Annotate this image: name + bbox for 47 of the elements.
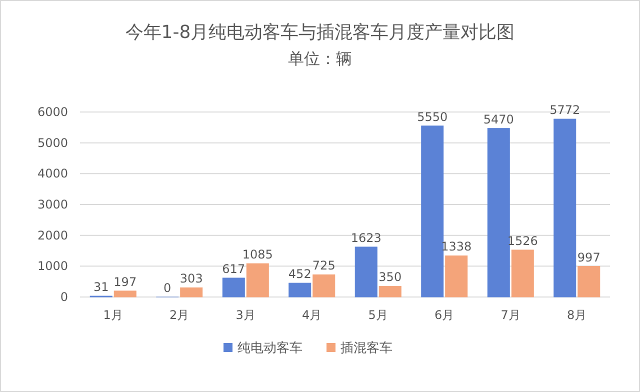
chart-subtitle: 单位：辆 — [288, 49, 352, 68]
x-tick-label: 2月 — [170, 308, 190, 322]
data-label: 31 — [93, 280, 109, 294]
x-tick-label: 3月 — [236, 308, 256, 322]
data-label: 303 — [180, 272, 203, 286]
bar — [312, 274, 336, 298]
data-label: 0 — [164, 281, 172, 295]
bar — [354, 246, 378, 298]
bar — [487, 128, 510, 298]
data-label: 1623 — [350, 230, 382, 245]
bar — [445, 255, 468, 298]
y-tick-label: 0 — [60, 290, 68, 304]
x-tick-label: 1月 — [103, 308, 123, 322]
y-tick-label: 5000 — [37, 136, 68, 150]
data-label: 5470 — [483, 112, 514, 126]
data-label: 617 — [222, 262, 246, 276]
y-tick-label: 4000 — [37, 166, 68, 181]
data-label: 5550 — [417, 110, 448, 124]
data-label: 725 — [312, 258, 336, 273]
bar — [222, 278, 245, 298]
x-tick-label: 5月 — [368, 308, 388, 322]
x-tick-label: 7月 — [500, 308, 520, 322]
legend-label: 插混客车 — [340, 340, 392, 356]
bar — [421, 126, 444, 298]
bar — [114, 290, 136, 298]
y-tick-label: 2000 — [37, 228, 68, 242]
x-tick-label: 8月 — [567, 308, 587, 322]
bar — [554, 118, 576, 298]
x-tick-label: 6月 — [434, 308, 454, 322]
bar — [578, 266, 600, 298]
data-label: 350 — [378, 270, 402, 284]
x-tick-label: 4月 — [302, 308, 322, 322]
legend-label: 纯电动客车 — [238, 340, 302, 356]
bar — [288, 282, 312, 298]
y-tick-label: 3000 — [37, 198, 68, 212]
y-tick-label: 6000 — [37, 105, 68, 119]
bar — [511, 250, 534, 298]
data-label: 197 — [114, 274, 137, 289]
data-label: 1085 — [242, 248, 273, 262]
bar — [378, 286, 402, 298]
chart-title: 今年1-8月纯电动客车与插混客车月度产量对比图 — [125, 22, 515, 43]
bar — [180, 287, 203, 298]
bar — [246, 263, 269, 298]
y-tick-label: 1000 — [37, 259, 68, 274]
data-label: 5772 — [550, 103, 580, 118]
data-label: 452 — [288, 267, 312, 282]
data-label: 997 — [577, 250, 600, 264]
